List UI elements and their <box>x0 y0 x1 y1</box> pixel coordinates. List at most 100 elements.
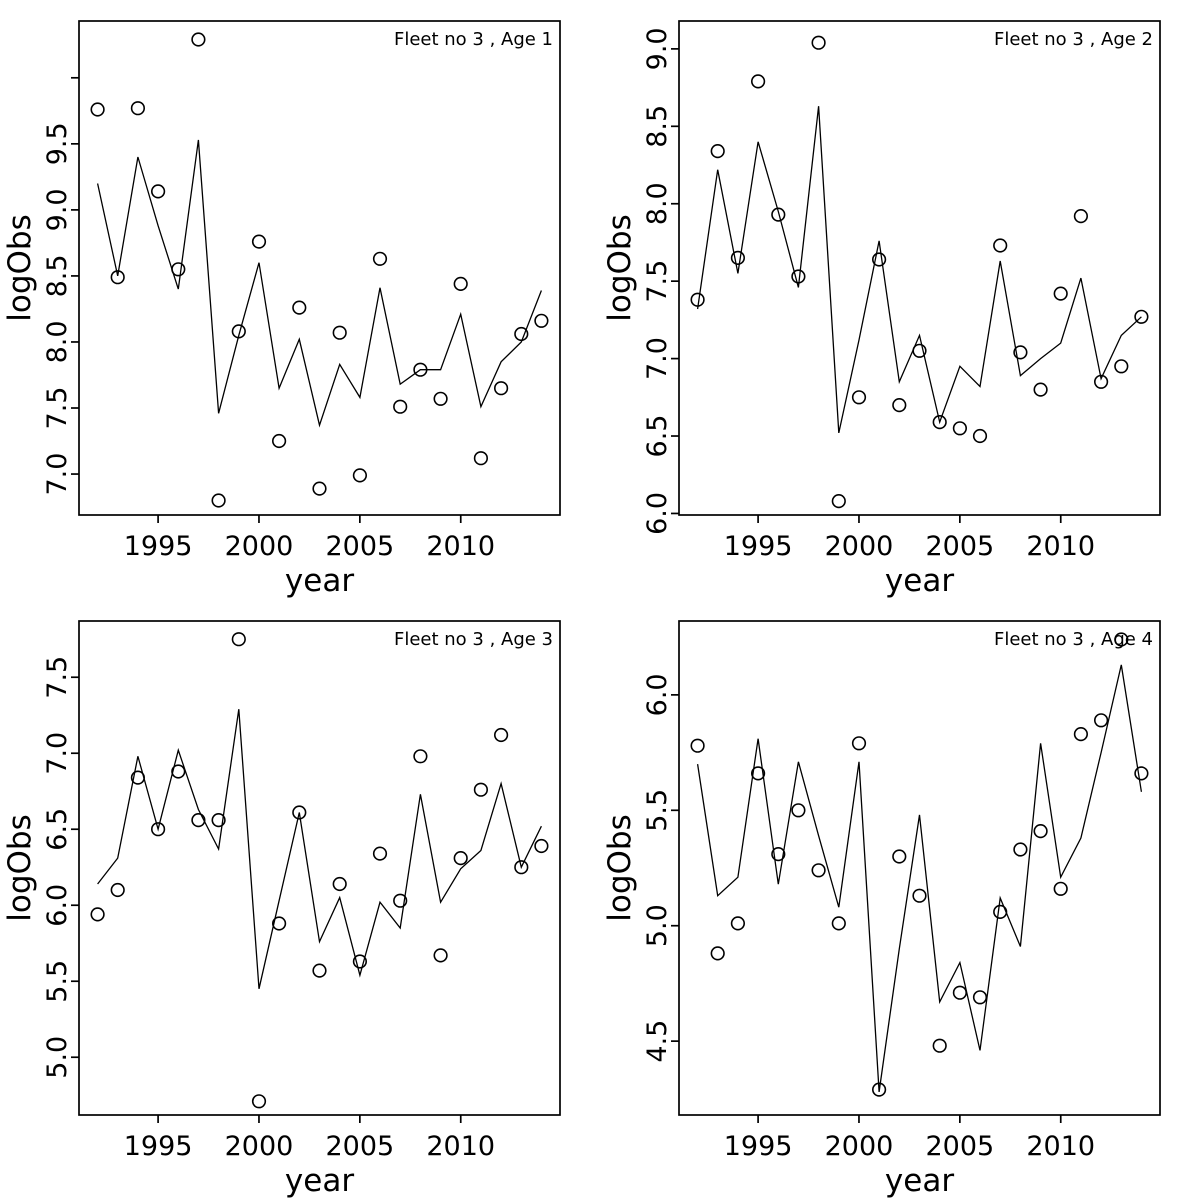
panel-title: Fleet no 3 , Age 4 <box>994 629 1153 650</box>
panel-title: Fleet no 3 , Age 1 <box>394 29 553 50</box>
y-tick-label: 9.0 <box>642 27 673 70</box>
data-point <box>811 35 826 50</box>
y-axis-title: logObs <box>602 214 638 322</box>
data-point <box>912 888 927 903</box>
data-point <box>710 946 725 961</box>
data-point <box>514 860 529 875</box>
data-point <box>1073 209 1089 224</box>
data-point <box>751 766 766 781</box>
data-point <box>1114 359 1129 374</box>
fit-line <box>696 106 1142 434</box>
data-point <box>372 846 388 861</box>
y-tick-label: 9.0 <box>42 188 73 231</box>
observations <box>690 632 1149 1097</box>
data-point <box>292 300 307 315</box>
data-point <box>494 381 509 396</box>
data-point <box>251 234 267 249</box>
data-point <box>191 813 206 828</box>
chart-age-1: 1995 2000 2005 2010 7.0 7.5 8.0 8.5 9.0 9.5 year lo… <box>2 20 561 599</box>
panel-age-2: 1995 2000 2005 2010 6.0 6.5 7.0 7.5 8.0 8.5 9.0 yea… <box>600 0 1200 600</box>
data-point <box>130 770 145 785</box>
data-point <box>972 990 988 1005</box>
data-point <box>151 184 166 199</box>
data-point <box>730 250 745 265</box>
y-tick-label: 6.0 <box>642 492 673 535</box>
y-tick-label: 7.5 <box>42 387 73 430</box>
x-tick-label: 2000 <box>225 531 294 562</box>
data-point <box>952 985 968 1000</box>
data-point <box>90 102 105 117</box>
data-point <box>413 749 428 764</box>
data-point <box>171 764 186 779</box>
y-tick-label: 6.5 <box>642 415 673 458</box>
data-point <box>1114 632 1129 647</box>
data-point <box>372 251 388 266</box>
data-point <box>771 207 786 222</box>
data-point <box>473 782 489 797</box>
data-point <box>872 1082 887 1097</box>
data-point <box>831 494 846 509</box>
data-point <box>332 325 347 340</box>
x-tick-label: 2010 <box>426 1131 495 1162</box>
data-point <box>690 738 705 753</box>
data-point <box>1073 727 1089 742</box>
panel-age-3: 1995 2000 2005 2010 5.0 5.5 6.0 6.5 7.0 7.5 year lo… <box>0 600 600 1200</box>
fit-line <box>696 664 1143 1092</box>
data-point <box>332 876 347 892</box>
data-point <box>352 954 368 969</box>
data-point <box>892 849 907 864</box>
data-point <box>352 468 368 483</box>
y-tick-label: 5.5 <box>642 789 673 832</box>
observations <box>90 632 549 1109</box>
y-tick-label: 4.5 <box>642 1020 673 1063</box>
y-tick-label: 5.0 <box>642 904 673 947</box>
data-point <box>1033 824 1048 839</box>
data-point <box>393 893 408 908</box>
y-tick-label: 8.5 <box>42 254 73 297</box>
data-point <box>433 391 448 406</box>
data-point <box>1053 881 1068 896</box>
fit-line <box>97 709 542 989</box>
data-point <box>231 324 246 339</box>
fit-line <box>96 139 543 428</box>
data-point <box>912 343 927 358</box>
data-point <box>211 813 226 828</box>
chart-age-2: 1995 2000 2005 2010 6.0 6.5 7.0 7.5 8.0 8.5 9.0 yea… <box>602 20 1161 599</box>
y-axis-title: logObs <box>2 814 38 922</box>
data-point <box>494 727 509 743</box>
y-axis-title: logObs <box>2 214 38 322</box>
x-tick-label: 1995 <box>724 1131 793 1162</box>
y-tick-label: 5.0 <box>42 1036 73 1079</box>
data-point <box>771 847 786 862</box>
data-point <box>272 433 287 449</box>
data-point <box>952 421 968 436</box>
x-tick-label: 2010 <box>426 531 495 562</box>
data-point <box>993 904 1008 920</box>
x-tick-label: 2005 <box>325 531 394 562</box>
plot-box <box>678 620 1161 1116</box>
data-point <box>191 32 206 47</box>
panel-title: Fleet no 3 , Age 3 <box>394 629 553 650</box>
data-point <box>110 270 125 285</box>
data-point <box>453 276 468 292</box>
data-point <box>251 1094 267 1109</box>
plot-box <box>78 20 561 516</box>
x-tick-label: 2000 <box>825 531 894 562</box>
x-tick-label: 2005 <box>925 1131 994 1162</box>
data-point <box>211 493 226 508</box>
data-point <box>110 882 125 898</box>
y-tick-label: 7.5 <box>642 260 673 303</box>
y-tick-label: 6.0 <box>642 673 673 716</box>
y-tick-label: 7.0 <box>42 453 73 496</box>
data-point <box>993 238 1008 253</box>
observations <box>90 32 549 508</box>
data-point <box>151 822 166 837</box>
data-point <box>791 269 806 284</box>
y-tick-label: 8.0 <box>642 182 673 225</box>
data-point <box>831 916 846 931</box>
y-tick-label: 7.0 <box>42 732 73 775</box>
data-point <box>272 916 287 931</box>
data-point <box>292 805 307 820</box>
plot-box <box>678 20 1161 516</box>
